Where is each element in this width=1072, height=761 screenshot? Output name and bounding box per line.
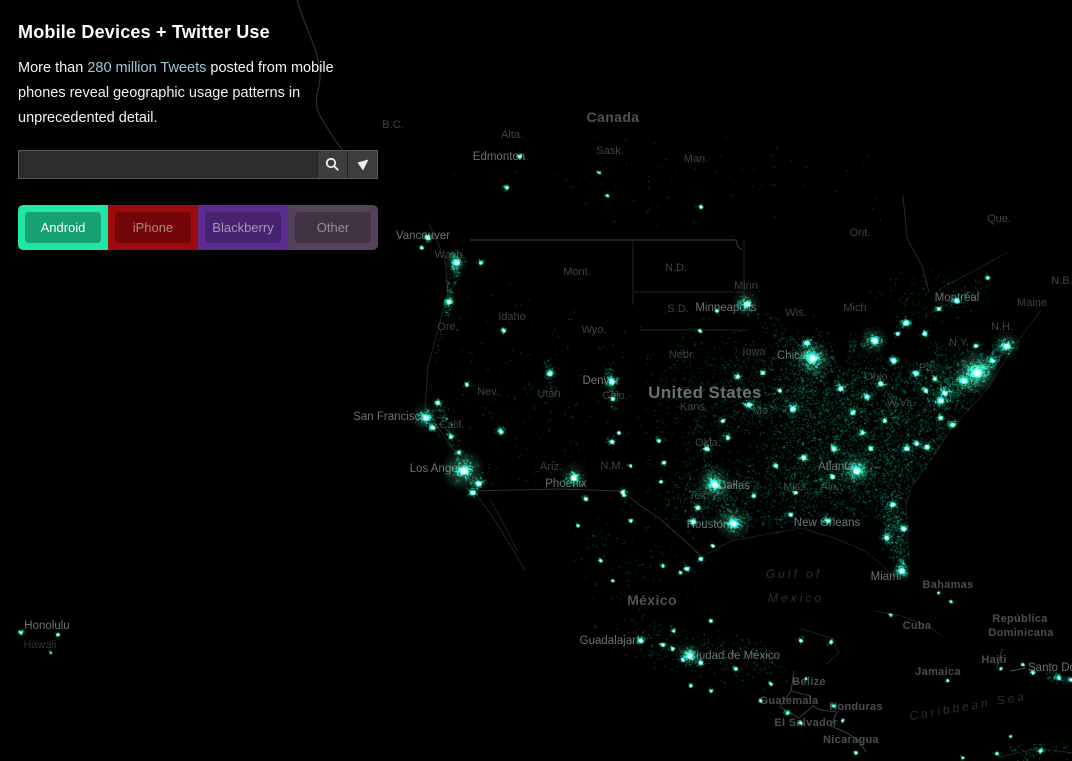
map-label-los-angeles: Los Angeles	[409, 463, 473, 475]
map-label-denver: Denver	[582, 375, 620, 387]
map-label-honduras: Honduras	[829, 701, 883, 713]
map-label-mont-: Mont.	[563, 266, 591, 278]
map-label-gulf-of: Gulf of	[765, 567, 823, 581]
map-label-caribbean-sea: Caribbean Sea	[908, 688, 1028, 724]
map-label-dominicana: Dominicana	[988, 627, 1054, 639]
map-label-chicago: Chicago	[776, 350, 820, 362]
map-label-n-y-: N.Y.	[949, 337, 969, 349]
map-label-dallas: Dallas	[718, 480, 750, 492]
map-label-el-salvador: El Salvador	[774, 717, 838, 729]
description-pre: More than	[18, 60, 88, 76]
map-label-vancouver: Vancouver	[395, 230, 451, 242]
map-label-ont-: Ont.	[849, 227, 871, 239]
search-button[interactable]	[317, 151, 347, 178]
map-label-mich: Mich	[843, 302, 867, 314]
map-label-n-m-: N.M.	[600, 460, 624, 472]
map-label-b-c-: B.C.	[382, 119, 404, 131]
map-label-w-va-: W.Va.	[886, 397, 916, 409]
device-segment-iphone[interactable]: iPhone	[108, 205, 198, 250]
map-label-nev-: Nev.	[477, 386, 499, 398]
map-label-san-francisco: San Francisco	[353, 411, 427, 423]
map-label-wash-: Wash.	[434, 249, 466, 261]
map-label-phoenix: Phoenix	[545, 478, 587, 490]
map-label-n-d-: N.D.	[665, 262, 687, 274]
map-label-n-b-: N.B.	[1051, 275, 1072, 287]
page-title: Mobile Devices + Twitter Use	[18, 22, 270, 42]
map-label-united-states: United States	[648, 383, 762, 402]
map-label-minn: Minn	[734, 280, 758, 292]
description: More than 280 million Tweets posted from…	[18, 56, 348, 131]
map-label-houston: Houston	[686, 519, 730, 531]
map-label-ohio: Ohio	[864, 371, 888, 383]
map-label-alta-: Alta.	[500, 129, 524, 141]
device-button-iphone[interactable]: iPhone	[115, 212, 191, 243]
map-label-minneapolis: Minneapolis	[695, 302, 757, 314]
map-label-idaho: Idaho	[498, 311, 526, 323]
map-label-wis-: Wis.	[785, 307, 807, 319]
device-segment-android[interactable]: Android	[18, 205, 108, 250]
map-label-okla-: Okla.	[695, 437, 721, 449]
map-label-cuba: Cuba	[902, 620, 932, 632]
device-button-blackberry[interactable]: Blackberry	[205, 212, 281, 243]
map-label-guatemala: Guatemala	[759, 695, 819, 707]
device-filter-group: Android iPhone Blackberry Other	[18, 205, 378, 250]
map-label-edmonton: Edmonton	[472, 151, 526, 163]
map-label-jamaica: Jamaica	[915, 666, 961, 678]
device-segment-other[interactable]: Other	[288, 205, 378, 250]
map-label-pa-: Pa.	[918, 362, 936, 374]
map-label-iowa: Iowa	[742, 346, 766, 358]
map-label-ala-: Ala.	[820, 481, 840, 493]
map-label-m-xico: México	[627, 592, 677, 608]
map-label-mo-: Mo.	[752, 405, 772, 417]
map-label-rep-blica: República	[992, 613, 1048, 625]
map-label-miami: Miami	[870, 571, 902, 583]
tweets-count-link[interactable]: 280 million Tweets	[87, 60, 207, 76]
search-input[interactable]	[19, 151, 317, 178]
geolocate-triangle-icon	[357, 159, 368, 170]
map-label-colo-: Colo.	[602, 390, 628, 402]
device-button-other[interactable]: Other	[295, 212, 371, 243]
map-label-belize: Belize	[792, 676, 826, 688]
map-label-miss-: Miss.	[783, 481, 809, 493]
map-label-utah: Utah	[537, 388, 561, 400]
map-label-kans-: Kans.	[679, 401, 709, 413]
map-label-maine: Maine	[1017, 297, 1047, 309]
sidebar: Mobile Devices + Twitter Use More than 2…	[18, 0, 378, 260]
map-label-calif-: Calif.	[439, 419, 465, 431]
search-bar	[18, 150, 378, 179]
geolocate-button[interactable]	[347, 151, 377, 178]
device-button-android[interactable]: Android	[25, 212, 101, 243]
map-label-s-d-: S.D.	[667, 303, 689, 315]
map-label-sask-: Sask.	[596, 145, 624, 157]
map-label-santo-dom: Santo Dom	[1028, 662, 1072, 674]
map-label-mexico: Mexico	[767, 591, 825, 605]
map-label-honolulu: Honolulu	[24, 620, 70, 632]
map-label-n-h-: N.H.	[991, 321, 1013, 333]
map-label-atlanta: Atlanta	[818, 461, 854, 473]
map-label-ciudad-de-m-xico: Ciudad de México	[687, 650, 781, 662]
map-label-nebr-: Nebr.	[668, 349, 696, 361]
map-label-guadalajara: Guadalajara	[579, 635, 643, 647]
map-label-hawaii: Hawaii	[23, 639, 57, 651]
map-label-que-: Que.	[987, 213, 1011, 225]
map-label-nicaragua: Nicaragua	[823, 734, 879, 746]
magnifier-icon	[325, 157, 339, 171]
map-label-ore-: Ore.	[437, 321, 459, 333]
map-label-tex-: Tex.	[688, 490, 710, 502]
map-label-wyo-: Wyo.	[581, 324, 607, 336]
map-label-new-orleans: New Orleans	[793, 517, 861, 529]
map-label-montr-al: Montréal	[934, 292, 980, 304]
map-label-ariz-: Ariz.	[540, 461, 562, 473]
map-label-haiti: Haiti	[981, 654, 1007, 666]
device-segment-blackberry[interactable]: Blackberry	[198, 205, 288, 250]
map-label-bahamas: Bahamas	[922, 579, 974, 591]
map-label-canada: Canada	[586, 109, 640, 125]
map-label-man-: Man.	[683, 153, 709, 165]
